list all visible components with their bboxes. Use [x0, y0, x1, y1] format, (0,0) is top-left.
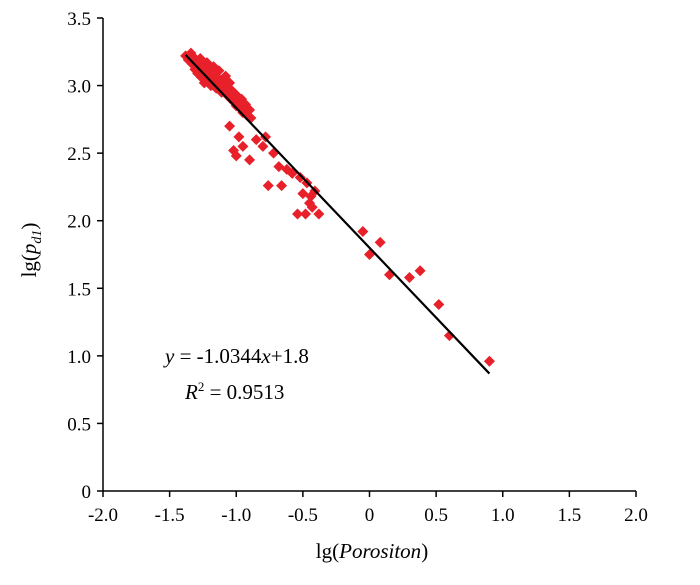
- data-point: [414, 265, 426, 277]
- x-tick-label: 1.5: [558, 505, 582, 526]
- regression-equation: y = -1.0344x+1.8: [163, 344, 309, 368]
- y-tick-label: 3.5: [67, 9, 91, 30]
- data-point: [213, 65, 225, 77]
- data-point: [262, 180, 274, 192]
- data-point: [260, 131, 272, 143]
- data-point: [201, 57, 213, 69]
- data-point: [374, 236, 386, 248]
- data-point: [483, 355, 495, 367]
- data-point: [306, 201, 318, 213]
- y-axis-title: lg(pd1): [17, 223, 45, 278]
- x-tick-label: 2.0: [624, 505, 648, 526]
- data-point: [224, 120, 236, 132]
- y-tick-label: 2.5: [67, 144, 91, 165]
- data-points: [180, 47, 495, 367]
- y-tick-label: 1.5: [67, 279, 91, 300]
- x-tick-label: 0.5: [424, 505, 448, 526]
- x-tick-label: -0.5: [288, 505, 318, 526]
- x-tick-label: -1.0: [221, 505, 251, 526]
- data-point: [230, 150, 242, 162]
- r-squared-label: R2 = 0.9513: [184, 379, 284, 404]
- data-point: [300, 208, 312, 220]
- ticks-layer: -2.0 -1.5 -1.0 -0.5 0 0.5 1.0 1.5 2.0 0 0.5 1.0 1.5 2…: [67, 9, 648, 526]
- x-tick-label: 1.0: [491, 505, 515, 526]
- data-point: [292, 208, 304, 220]
- data-point: [257, 140, 269, 152]
- y-tick-label: 0.5: [67, 414, 91, 435]
- data-point: [443, 330, 455, 342]
- y-tick-label: 2.0: [67, 212, 91, 233]
- data-point: [433, 299, 445, 311]
- x-axis-title: lg(Porositon): [316, 539, 428, 563]
- data-point: [237, 140, 249, 152]
- data-point: [313, 208, 325, 220]
- x-tick-label: -2.0: [88, 505, 118, 526]
- x-tick-label: -1.5: [155, 505, 185, 526]
- data-point: [403, 271, 415, 283]
- data-point: [294, 171, 306, 183]
- x-tick-label: 0: [365, 505, 375, 526]
- y-tick-label: 1.0: [67, 347, 91, 368]
- data-point: [276, 180, 288, 192]
- data-point: [244, 104, 256, 116]
- data-point: [244, 154, 256, 166]
- data-point: [250, 134, 262, 146]
- data-point: [233, 131, 245, 143]
- data-point: [383, 269, 395, 281]
- y-tick-label: 3.0: [67, 77, 91, 98]
- trendline: [184, 54, 491, 375]
- y-tick-label: 0: [82, 482, 92, 503]
- data-point: [357, 226, 369, 238]
- data-point: [268, 147, 280, 159]
